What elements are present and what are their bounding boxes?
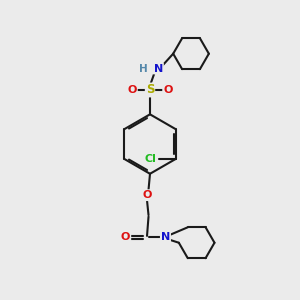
Text: O: O [121, 232, 130, 242]
Text: S: S [146, 83, 154, 97]
Text: N: N [154, 64, 163, 74]
Text: H: H [139, 64, 148, 74]
Text: O: O [142, 190, 152, 200]
Text: N: N [161, 232, 170, 242]
Text: O: O [128, 85, 137, 95]
Text: Cl: Cl [145, 154, 156, 164]
Text: O: O [163, 85, 172, 95]
